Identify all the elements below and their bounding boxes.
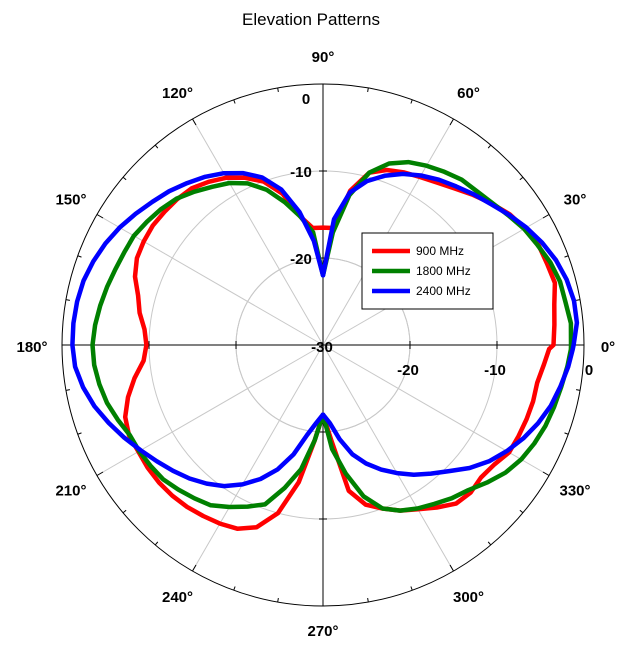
grid-spoke xyxy=(322,344,550,476)
angle-tick xyxy=(487,144,492,149)
angle-label: 120° xyxy=(162,85,193,102)
angle-tick xyxy=(410,586,413,591)
angle-tick xyxy=(410,99,413,104)
angle-tick xyxy=(576,299,581,301)
grid-spoke xyxy=(322,344,454,572)
angle-tick xyxy=(154,541,159,546)
angle-tick xyxy=(542,214,550,219)
angle-tick xyxy=(96,471,104,476)
series-line-1 xyxy=(90,159,574,513)
angle-label: 60° xyxy=(457,85,480,102)
angle-tick xyxy=(519,176,524,181)
angle-tick xyxy=(96,214,104,219)
angle-label: 150° xyxy=(55,192,86,209)
angle-tick xyxy=(576,389,581,391)
radial-label: 0 xyxy=(585,362,593,379)
angle-label: 300° xyxy=(453,589,484,606)
angle-tick xyxy=(65,389,70,391)
angle-tick xyxy=(277,87,279,92)
angle-tick xyxy=(542,471,550,476)
grid-spoke xyxy=(96,214,324,346)
polar-grid xyxy=(61,83,585,607)
series-line-2 xyxy=(70,170,580,489)
angle-tick xyxy=(233,586,236,591)
angle-tick xyxy=(77,255,82,258)
angle-label: 210° xyxy=(55,483,86,500)
angle-tick xyxy=(233,99,236,104)
chart-title: Elevation Patterns xyxy=(242,10,380,29)
grid-spoke xyxy=(192,118,324,346)
grid-spoke xyxy=(96,344,324,476)
grid-spoke xyxy=(322,118,454,346)
legend: 900 MHz 1800 MHz 2400 MHz xyxy=(361,232,494,310)
angle-tick xyxy=(277,598,279,603)
angle-label: 30° xyxy=(564,192,587,209)
radial-label-vertical: -20 xyxy=(290,251,312,268)
grid-spoke xyxy=(192,344,324,572)
angle-tick xyxy=(449,118,454,126)
angle-tick xyxy=(367,87,369,92)
angle-tick xyxy=(564,255,569,258)
radial-label-top: 0 xyxy=(302,91,310,108)
angle-label: 240° xyxy=(162,589,193,606)
series-layer xyxy=(70,159,580,531)
angle-label: 330° xyxy=(559,483,590,500)
angle-tick xyxy=(564,432,569,435)
angle-label: 0° xyxy=(601,339,615,356)
radial-label: -20 xyxy=(397,362,419,379)
angle-tick xyxy=(154,144,159,149)
radial-label: -30 xyxy=(311,339,333,356)
angle-label: 180° xyxy=(16,339,47,356)
angle-tick xyxy=(367,598,369,603)
angle-tick xyxy=(77,432,82,435)
angle-label: 90° xyxy=(312,49,335,66)
angle-tick xyxy=(487,541,492,546)
angle-tick xyxy=(449,564,454,572)
series-line-0 xyxy=(122,167,558,531)
legend-label-2: 2400 MHz xyxy=(416,284,471,298)
legend-label-0: 900 MHz xyxy=(416,244,464,258)
angle-tick xyxy=(192,118,197,126)
angle-label: 270° xyxy=(307,623,338,640)
tick-labels: 0° 30° 60° 90° 120° 150° 180° 210° 240° 270° 300° 3… xyxy=(16,49,615,640)
angle-tick xyxy=(192,564,197,572)
legend-label-1: 1800 MHz xyxy=(416,264,471,278)
angle-tick xyxy=(65,299,70,301)
angle-tick xyxy=(519,509,524,514)
angle-tick xyxy=(122,509,127,514)
radial-label: -10 xyxy=(484,362,506,379)
radial-label-vertical: -10 xyxy=(290,164,312,181)
angle-tick xyxy=(122,176,127,181)
